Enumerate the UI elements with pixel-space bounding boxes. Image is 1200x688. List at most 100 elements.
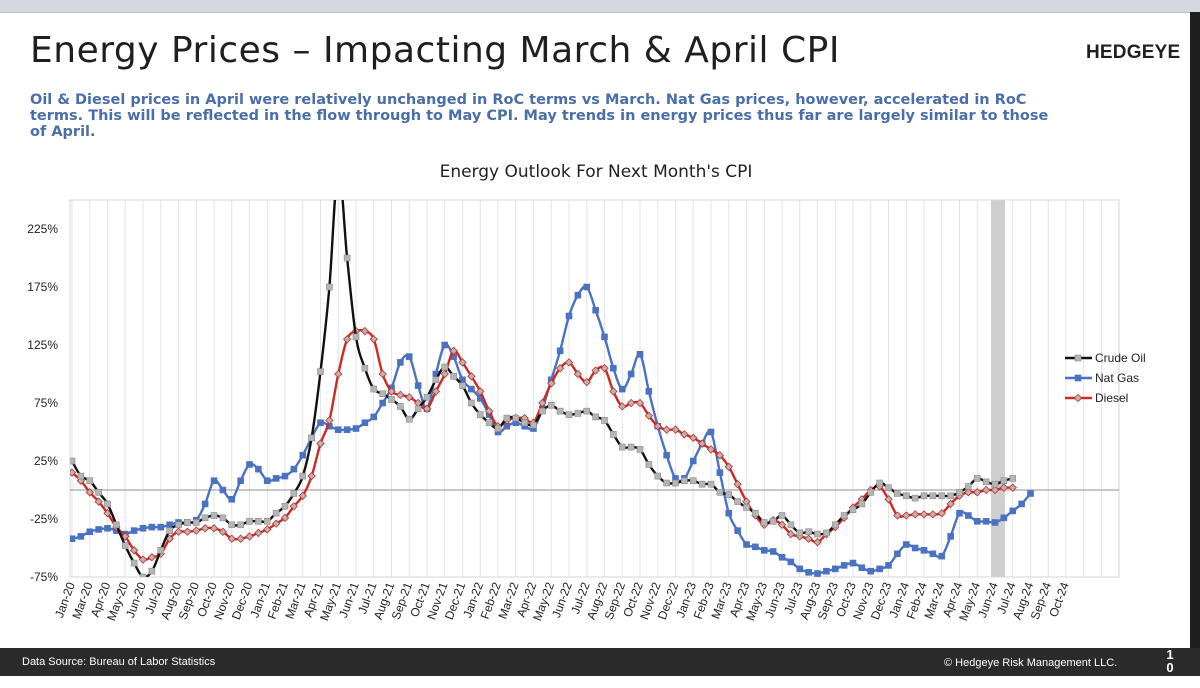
nat-gas-point	[805, 569, 812, 576]
diesel-point	[689, 433, 698, 442]
nat-gas-point	[263, 477, 271, 485]
nat-gas-point	[716, 469, 724, 476]
nat-gas-point	[991, 519, 999, 526]
crude-oil-point	[547, 402, 555, 409]
nat-gas-point	[157, 523, 165, 531]
footer-bar: Data Source: Bureau of Labor Statistics …	[0, 648, 1200, 687]
nat-gas-point	[645, 388, 653, 395]
crude-oil-point	[885, 484, 892, 491]
crude-oil-point	[592, 413, 599, 421]
diesel-point	[635, 398, 645, 408]
crude-oil-point	[255, 518, 262, 525]
crude-oil-point	[272, 509, 280, 517]
nat-gas-point	[610, 364, 617, 372]
crude-oil-point	[539, 407, 546, 415]
diesel-point	[1008, 483, 1017, 492]
diesel-point	[263, 525, 272, 534]
diesel-point	[369, 335, 378, 344]
nat-gas-point	[956, 509, 963, 517]
nat-gas-point	[823, 567, 830, 575]
chart-title: Energy Outlook For Next Month's CPI	[440, 162, 753, 182]
nat-gas-point	[885, 562, 892, 569]
crude-oil-point	[281, 502, 289, 510]
crude-oil-point	[459, 382, 466, 389]
diesel-point	[484, 406, 494, 416]
diesel-point	[910, 510, 920, 519]
diesel-point	[316, 439, 325, 448]
crude-oil-point	[618, 443, 626, 451]
diesel-point	[893, 511, 902, 520]
diesel-point	[618, 402, 627, 411]
nat-gas-point	[618, 385, 626, 393]
diesel-point	[946, 499, 955, 509]
crude-oil-point	[645, 461, 653, 468]
nat-gas-point	[929, 550, 937, 558]
crude-oil-point	[929, 492, 937, 500]
diesel-point	[626, 398, 636, 408]
crude-oil-point	[583, 407, 591, 415]
diesel-point	[653, 422, 662, 431]
crude-oil-point	[565, 411, 573, 418]
nat-gas-point	[397, 359, 404, 366]
y-axis: -75% -25% 25% 75% 125% 175% 225%	[27, 222, 58, 584]
diesel-point	[671, 425, 680, 434]
data-source: Data Source: Bureau of Labor Statistics	[22, 656, 216, 668]
legend-label-nat-gas: Nat Gas	[1095, 371, 1139, 385]
nat-gas-point	[849, 559, 857, 567]
crude-oil-point	[787, 521, 795, 529]
page-number: 108	[1166, 647, 1174, 688]
legend-marker-diesel	[1073, 393, 1083, 403]
crude-oil-point	[432, 376, 440, 384]
nat-gas-point	[769, 548, 777, 555]
nat-gas-point	[894, 550, 901, 558]
crude-oil-point	[343, 254, 351, 262]
crude-oil-point	[379, 390, 386, 398]
crude-oil-point	[902, 492, 910, 500]
crude-oil-series	[70, 200, 1017, 577]
diesel-point	[999, 483, 1009, 492]
nat-gas-point	[281, 472, 289, 480]
nat-gas-point	[95, 526, 102, 533]
diesel-point	[733, 480, 742, 489]
diesel-point	[254, 528, 263, 538]
nat-gas-point	[352, 425, 360, 432]
crude-oil-point	[166, 527, 173, 534]
diesel-point	[547, 379, 556, 388]
right-edge-rail	[1190, 12, 1200, 648]
crude-oil-point	[157, 547, 165, 554]
nat-gas-point	[405, 353, 413, 360]
y-tick-label: -75%	[30, 570, 58, 584]
page-title: Energy Prices – Impacting March & April …	[30, 30, 840, 71]
nat-gas-point	[752, 543, 759, 551]
crude-oil-point	[1009, 475, 1017, 482]
nat-gas-point	[414, 382, 422, 389]
diesel-point	[662, 425, 671, 434]
diesel-point	[396, 390, 405, 400]
crude-oil-point	[840, 512, 848, 519]
crude-oil-point	[965, 483, 972, 490]
crude-oil-point	[867, 489, 875, 496]
crude-oil-point	[574, 410, 582, 417]
nat-gas-point	[237, 477, 244, 485]
diesel-point	[70, 468, 77, 477]
diesel-point	[218, 527, 228, 536]
crude-oil-point	[716, 489, 724, 496]
nat-gas-point	[787, 558, 795, 566]
diesel-point	[298, 491, 307, 500]
crude-oil-point	[184, 519, 191, 526]
nat-gas-point	[796, 565, 804, 573]
diesel-point	[387, 387, 396, 396]
crude-oil-point	[823, 529, 830, 537]
crude-oil-point	[512, 414, 520, 422]
diesel-point	[573, 369, 583, 379]
crude-oil-point	[734, 498, 741, 505]
diesel-point	[981, 485, 991, 495]
nat-gas-point	[911, 544, 919, 552]
crude-oil-point	[610, 431, 617, 438]
nat-gas-point	[574, 291, 582, 299]
diesel-point	[431, 387, 441, 396]
diesel-point	[209, 524, 219, 533]
crude-oil-point	[654, 472, 662, 480]
diesel-point	[289, 502, 299, 511]
nat-gas-point	[947, 533, 954, 540]
